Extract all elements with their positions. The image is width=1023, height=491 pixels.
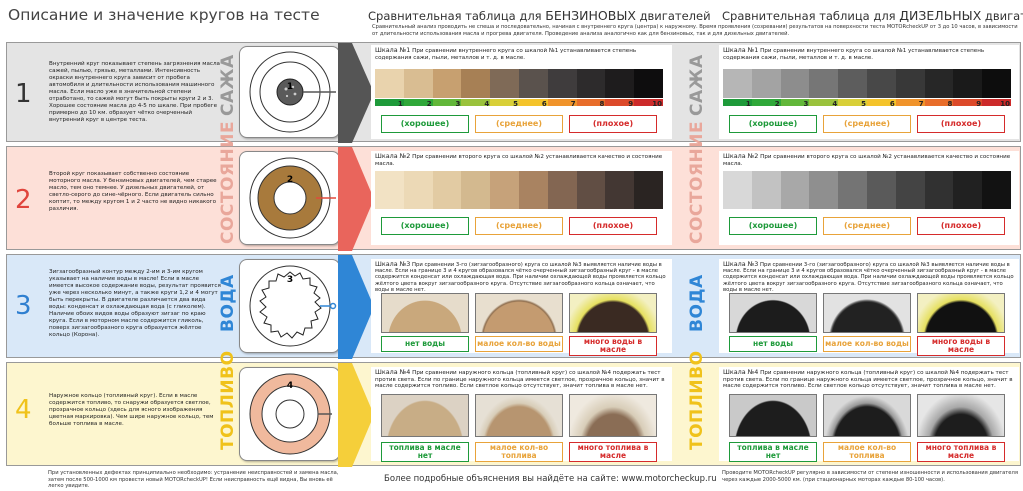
sample-photo: [729, 394, 817, 437]
label-good: (хорошее): [381, 217, 469, 235]
sample-photo: [475, 293, 563, 333]
circle-3-diagram: 3: [249, 265, 337, 347]
row-number: 3: [15, 291, 32, 321]
diesel-scale-panel: Шкала №3 При сравнении 3-го (зигзагообра…: [719, 259, 1019, 356]
label-bad: (плохое): [917, 115, 1005, 133]
side-label: СОСТОЯНИЕ: [687, 120, 707, 244]
diesel-scale-panel: Шкала №1 При сравнении внутреннего круга…: [719, 45, 1019, 139]
arrow-right-icon: [338, 43, 374, 143]
label-much-water: много воды в масле: [917, 336, 1005, 356]
side-label: ВОДА: [218, 274, 238, 332]
label-medium: (среднее): [823, 115, 911, 133]
label-bad: (плохое): [569, 217, 657, 235]
label-little-water: малое кол-во воды: [823, 336, 911, 352]
sample-photo: [475, 394, 563, 437]
condition-color-strip: [375, 171, 663, 209]
label-good: (хорошее): [729, 115, 817, 133]
svg-text:4: 4: [287, 381, 293, 391]
scale-numbers: 1 2 3 4 5 6 7 8 9 10: [745, 100, 1010, 108]
circle-4-diagram: 4: [249, 373, 332, 455]
label-medium: (среднее): [475, 217, 563, 235]
petrol-scale-panel: Шкала №3 При сравнении 3-го (зигзагообра…: [371, 259, 672, 356]
label-no-water: нет воды: [729, 336, 817, 352]
soot-color-strip: [375, 69, 663, 98]
petrol-scale-panel: Шкала №4 При сравнении наружного кольца …: [371, 367, 672, 462]
row-soot: 1 Внутренний круг показывает степень заг…: [6, 42, 1021, 143]
label-little-fuel: малое кол-во топлива: [823, 442, 911, 462]
sample-photo: [917, 293, 1005, 333]
side-label: САЖА: [687, 54, 707, 116]
side-label: САЖА: [218, 54, 238, 116]
side-label: ВОДА: [687, 274, 707, 332]
footer-left-note: При установленных дефектах принципиально…: [48, 470, 339, 489]
svg-text:1: 1: [287, 82, 293, 92]
row-description: Наружное кольцо (топливный круг). Если в…: [49, 393, 214, 427]
side-label: ТОПЛИВО: [687, 350, 707, 450]
side-label: СОСТОЯНИЕ: [218, 120, 238, 244]
label-no-water: нет воды: [381, 336, 469, 352]
label-medium: (среднее): [823, 217, 911, 235]
label-good: (хорошее): [381, 115, 469, 133]
sample-photo: [823, 394, 911, 437]
sample-photo: [569, 394, 657, 437]
test-circle-card: 4: [239, 367, 340, 461]
label-bad: (плохое): [569, 115, 657, 133]
side-label: ТОПЛИВО: [218, 350, 238, 450]
arrow-right-icon: [338, 363, 374, 467]
diesel-table-title: Сравнительная таблица для ДИЗЕЛЬНЫХ двиг…: [722, 8, 1023, 23]
footer-right-note: Проводите MOTORcheckUP регулярно в завис…: [722, 470, 1018, 483]
circle-2-diagram: 2: [249, 157, 336, 239]
sample-photo: [917, 394, 1005, 437]
row-number: 4: [15, 395, 32, 425]
row-condition: 2 Второй круг показывает собственно сост…: [6, 120, 1021, 251]
label-no-fuel: топлива в масле нет: [381, 442, 469, 462]
label-no-fuel: топлива в масле нет: [729, 442, 817, 462]
sample-photo: [569, 293, 657, 333]
label-much-water: много воды в масле: [569, 336, 657, 356]
sample-photo: [381, 293, 469, 333]
sample-photo: [381, 394, 469, 437]
label-little-fuel: малое кол-во топлива: [475, 442, 563, 462]
petrol-scale-panel: Шкала №1 При сравнении внутреннего круга…: [371, 45, 672, 139]
row-description: Зигзагообразный контур между 2-им и 3-им…: [49, 269, 221, 338]
label-bad: (плохое): [917, 217, 1005, 235]
row-description: Внутренний круг показывает степень загря…: [49, 61, 220, 123]
svg-text:2: 2: [287, 175, 293, 185]
test-circle-card: 2: [239, 151, 340, 245]
circle-1-diagram: 1: [249, 51, 336, 133]
label-little-water: малое кол-во воды: [475, 336, 563, 352]
row-description: Второй круг показывает собственно состоя…: [49, 171, 217, 212]
svg-text:3: 3: [287, 275, 293, 285]
row-number: 2: [15, 185, 32, 215]
petrol-table-title: Сравнительная таблица для БЕНЗИНОВЫХ дви…: [368, 8, 711, 23]
condition-color-strip: [723, 171, 1011, 209]
diesel-scale-panel: Шкала №2 При сравнении второго круга со …: [719, 151, 1019, 245]
intro-text: Сравнительный анализ проводить не спеша …: [372, 24, 1018, 37]
arrow-right-icon: [338, 147, 374, 251]
row-water: 3 Зигзагообразный контур между 2-им и 3-…: [6, 254, 1021, 359]
rating-scale: [375, 99, 663, 106]
row-number: 1: [15, 79, 32, 109]
label-medium: (среднее): [475, 115, 563, 133]
rating-scale: [723, 99, 1011, 106]
label-good: (хорошее): [729, 217, 817, 235]
sample-photo: [823, 293, 911, 333]
label-much-fuel: много топлива в масле: [917, 442, 1005, 462]
soot-color-strip: [723, 69, 1011, 98]
petrol-scale-panel: Шкала №2 При сравнении второго круга со …: [371, 151, 672, 245]
label-much-fuel: много топлива в масле: [569, 442, 657, 462]
scale-numbers: 1 2 3 4 5 6 7 8 9 10: [397, 100, 662, 108]
arrow-right-icon: [338, 255, 374, 359]
row-fuel: 4 Наружное кольцо (топливный круг). Если…: [6, 350, 1021, 467]
sample-photo: [729, 293, 817, 333]
test-circle-card: 1: [239, 46, 340, 138]
test-circle-card: 3: [239, 259, 340, 353]
footer-website[interactable]: Более подробные объяснения вы найдёте на…: [384, 474, 717, 484]
diesel-scale-panel: Шкала №4 При сравнении наружного кольца …: [719, 367, 1019, 462]
page-title: Описание и значение кругов на тесте: [8, 6, 320, 24]
